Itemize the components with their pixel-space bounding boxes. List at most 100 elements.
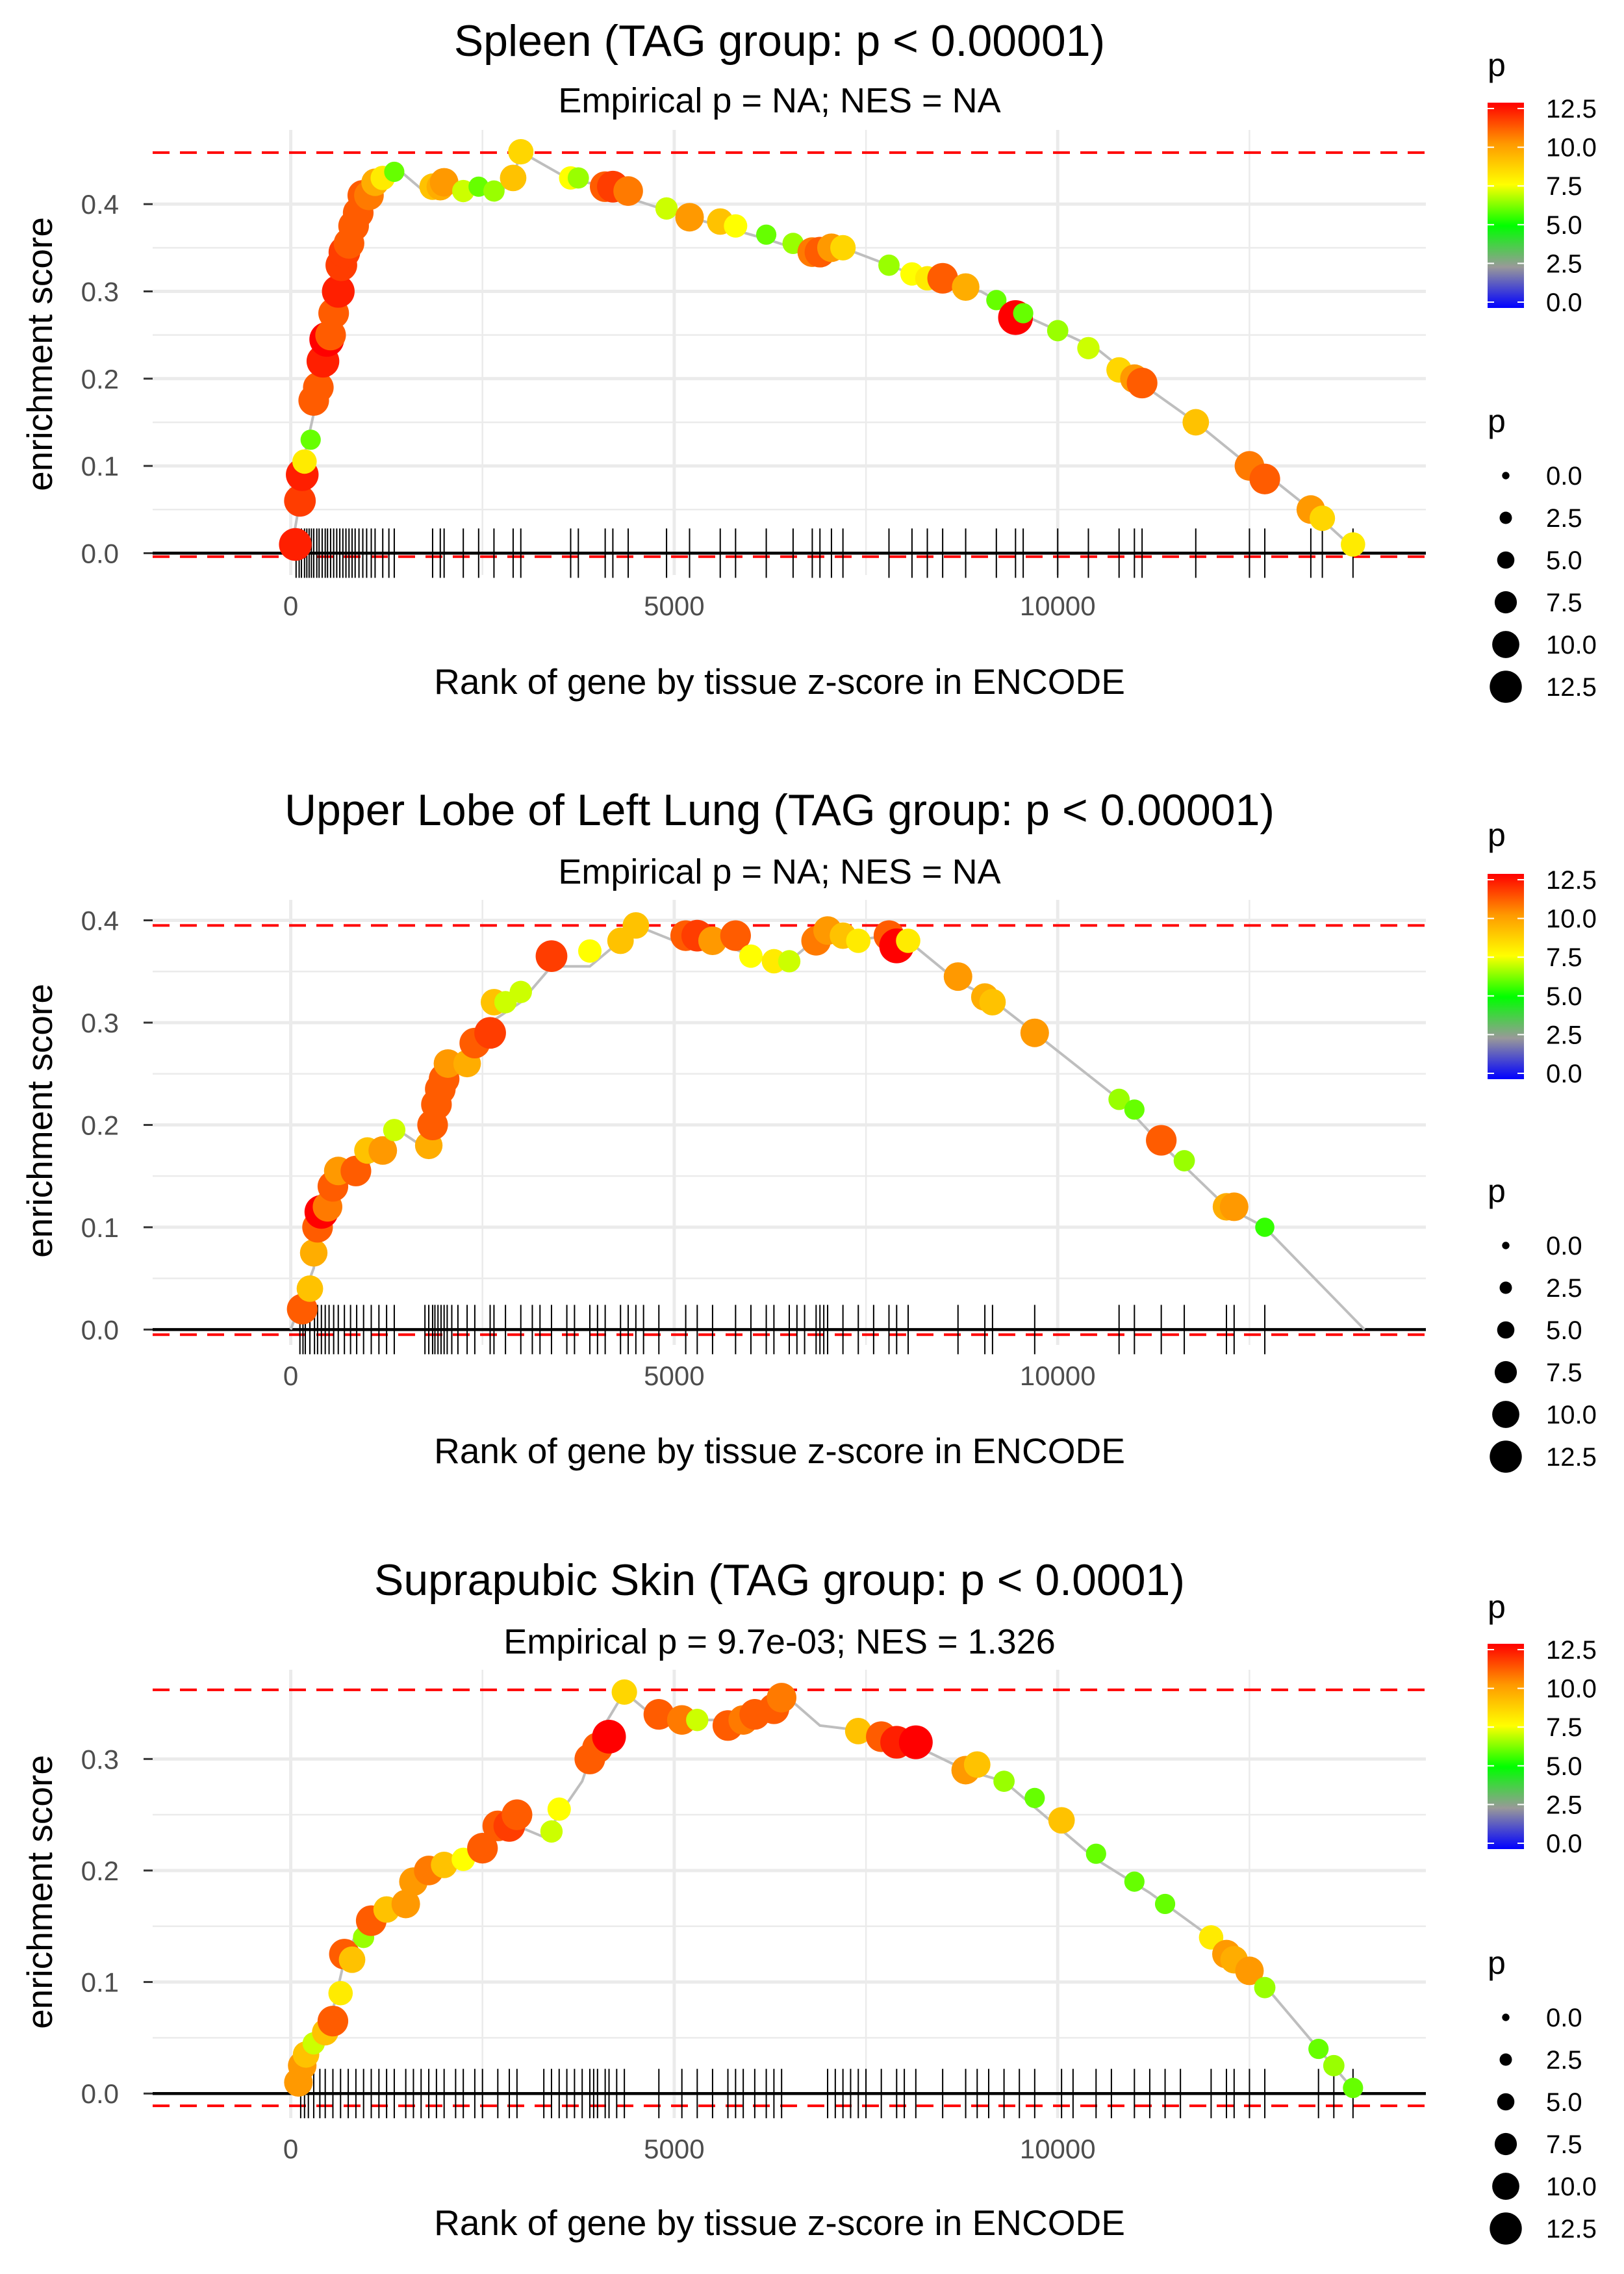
- running-enrichment-line: [289, 1690, 1358, 2095]
- data-point: [739, 944, 763, 968]
- size-legend-label: 10.0: [1546, 2173, 1597, 2201]
- colorbar-tick-label: 12.5: [1546, 866, 1597, 895]
- size-legend-label: 10.0: [1546, 631, 1597, 659]
- colorbar: [1488, 874, 1524, 1079]
- size-legend-key: [1490, 671, 1522, 703]
- data-point: [720, 920, 751, 951]
- plot-area: 0 5000 10000 0.0 0.1 0.2 0.3 0.4: [81, 900, 1426, 1391]
- data-point: [1146, 1125, 1177, 1156]
- panel-title: Suprapubic Skin (TAG group: p < 0.0001): [374, 1555, 1185, 1605]
- color-legend-title: p: [1488, 817, 1506, 853]
- size-legend-label: 5.0: [1546, 546, 1582, 575]
- data-point: [1323, 2054, 1345, 2076]
- colorbar-tick-label: 5.0: [1546, 982, 1582, 1011]
- color-legend: p 12.5 10.0 7.5 5.0 2.5 0.0: [1488, 47, 1597, 317]
- data-point: [943, 962, 972, 991]
- data-point: [431, 1851, 458, 1878]
- size-legend-key: [1492, 1401, 1519, 1428]
- y-tick-label: 0.2: [81, 1856, 119, 1886]
- data-point: [1024, 1787, 1045, 1808]
- data-point: [303, 372, 334, 403]
- data-point: [292, 449, 317, 474]
- colorbar-tick-label: 2.5: [1546, 249, 1582, 278]
- data-point: [1108, 1088, 1130, 1110]
- data-point: [500, 164, 527, 192]
- data-point: [578, 939, 602, 963]
- data-point: [300, 429, 321, 450]
- y-tick-label: 0.4: [81, 189, 119, 220]
- size-legend-label: 7.5: [1546, 1359, 1582, 1387]
- size-legend-title: p: [1488, 1945, 1506, 1981]
- x-tick-label: 10000: [1020, 591, 1096, 621]
- data-point: [501, 1799, 533, 1830]
- size-legend: p 0.0 2.5 5.0 7.5 10.0 12.5: [1488, 403, 1597, 703]
- size-legend-label: 0.0: [1546, 2004, 1582, 2032]
- colorbar-tick-label: 2.5: [1546, 1791, 1582, 1819]
- data-point: [613, 176, 643, 206]
- size-legend-key: [1494, 2132, 1517, 2156]
- panel-title: Spleen (TAG group: p < 0.00001): [454, 16, 1105, 66]
- size-legend-label: 5.0: [1546, 2088, 1582, 2117]
- size-legend-key: [1502, 472, 1510, 479]
- data-point: [1077, 337, 1100, 359]
- size-legend-key: [1492, 2173, 1519, 2200]
- data-point: [279, 528, 312, 561]
- y-tick-label: 0.0: [81, 1314, 119, 1345]
- data-point: [830, 235, 856, 261]
- data-point: [952, 273, 980, 301]
- data-point: [317, 2006, 349, 2037]
- data-point: [846, 928, 871, 953]
- data-point: [1173, 1150, 1195, 1171]
- data-point: [1048, 1807, 1075, 1834]
- data-point: [535, 940, 568, 973]
- size-legend-label: 2.5: [1546, 1274, 1582, 1303]
- panel-spleen: Spleen (TAG group: p < 0.00001) Empirica…: [19, 16, 1597, 703]
- data-point: [547, 1797, 571, 1821]
- panel-title: Upper Lobe of Left Lung (TAG group: p < …: [285, 786, 1275, 835]
- data-point: [567, 167, 589, 189]
- y-axis-label: enrichment score: [19, 984, 60, 1258]
- data-point: [778, 950, 801, 973]
- data-point: [592, 1719, 626, 1754]
- size-legend-key: [1494, 591, 1517, 614]
- data-point: [340, 1155, 372, 1186]
- data-point: [483, 180, 505, 202]
- size-legend-key: [1497, 551, 1515, 569]
- y-tick-label: 0.3: [81, 1008, 119, 1038]
- colorbar-tick-label: 10.0: [1546, 905, 1597, 934]
- data-point: [611, 1679, 637, 1705]
- colorbar-tick-label: 0.0: [1546, 1060, 1582, 1088]
- colorbar-tick-label: 0.0: [1546, 1830, 1582, 1858]
- size-legend-key: [1497, 2093, 1515, 2111]
- data-point: [698, 926, 727, 955]
- color-legend: p 12.5 10.0 7.5 5.0 2.5 0.0: [1488, 817, 1597, 1088]
- panel-subtitle: Empirical p = 9.7e-03; NES = 1.326: [503, 1622, 1055, 1661]
- data-point: [296, 1275, 324, 1302]
- colorbar-tick-label: 7.5: [1546, 1713, 1582, 1742]
- colorbar: [1488, 103, 1524, 308]
- y-tick-label: 0.1: [81, 451, 119, 481]
- colorbar-tick-label: 10.0: [1546, 134, 1597, 162]
- data-point: [322, 275, 355, 308]
- size-legend-label: 7.5: [1546, 589, 1582, 617]
- colorbar-tick-label: 5.0: [1546, 1752, 1582, 1781]
- colorbar-tick-label: 10.0: [1546, 1675, 1597, 1704]
- size-legend-key: [1499, 511, 1512, 524]
- y-tick-label: 0.0: [81, 538, 119, 568]
- size-legend-label: 0.0: [1546, 462, 1582, 491]
- size-legend-label: 5.0: [1546, 1316, 1582, 1345]
- data-point: [1124, 1099, 1145, 1120]
- colorbar-tick-label: 12.5: [1546, 1636, 1597, 1665]
- x-axis-label: Rank of gene by tissue z-score in ENCODE: [434, 661, 1125, 702]
- panel-suprapubic-skin: Suprapubic Skin (TAG group: p < 0.0001) …: [19, 1555, 1597, 2245]
- y-tick-label: 0.2: [81, 1110, 119, 1140]
- x-tick-label: 5000: [644, 1361, 704, 1391]
- size-legend-label: 12.5: [1546, 1443, 1597, 1472]
- colorbar-tick-label: 2.5: [1546, 1021, 1582, 1049]
- x-tick-label: 5000: [644, 2134, 704, 2164]
- data-point: [898, 1725, 933, 1759]
- data-point: [1341, 532, 1365, 557]
- data-point: [508, 138, 534, 165]
- data-point: [643, 1699, 674, 1730]
